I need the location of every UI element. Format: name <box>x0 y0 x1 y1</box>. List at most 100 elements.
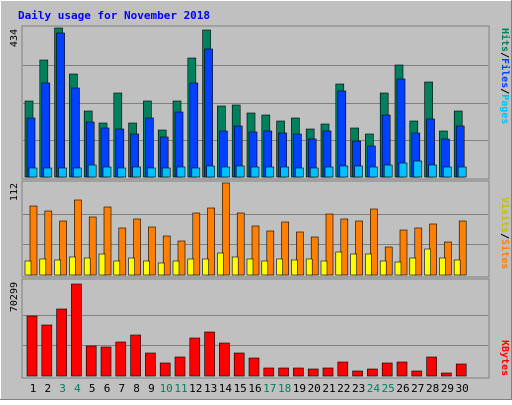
kbytes-bar <box>130 334 141 377</box>
x-tick-label: 16 <box>248 382 261 395</box>
pages-bar <box>28 167 38 178</box>
x-tick-label: 13 <box>204 382 217 395</box>
kbytes-bar <box>293 367 304 377</box>
pages-bar <box>87 164 97 178</box>
kbytes-bar <box>233 352 245 377</box>
visits-bar <box>439 257 446 276</box>
kbytes-bar <box>100 346 112 377</box>
pages-bar <box>147 167 156 178</box>
chart-title: Daily usage for November 2018 <box>18 9 210 22</box>
sites-bar <box>340 218 349 276</box>
x-tick-label: 21 <box>322 382 335 395</box>
x-tick-label: 22 <box>337 382 350 395</box>
sites-bar <box>281 221 289 276</box>
x-tick-label: 1 <box>30 382 37 395</box>
pages-bar <box>324 166 334 178</box>
sites-bar <box>103 206 112 276</box>
pages-bar <box>339 165 349 178</box>
sites-bar <box>296 231 304 276</box>
legend-sites: Sites <box>499 239 511 269</box>
visits-bar <box>453 259 461 276</box>
kbytes-bar <box>367 368 378 377</box>
pages-bar <box>309 167 319 178</box>
visits-bar <box>305 258 313 276</box>
legend-kbytes: KBytes <box>499 340 510 376</box>
x-tick-label: 6 <box>104 382 111 395</box>
visits-bar <box>291 259 298 276</box>
y-max-label-sites: 112 <box>9 183 20 201</box>
legend-sep: / <box>499 88 510 94</box>
kbytes-bar <box>278 367 289 377</box>
pages-bar <box>161 167 171 178</box>
x-tick-label: 27 <box>411 382 424 395</box>
sites-bar <box>148 226 156 276</box>
y-max-label-hits: 434 <box>9 29 20 47</box>
legend-files: Files <box>499 58 511 88</box>
pages-bar <box>176 166 186 178</box>
legend-sep: / <box>499 233 510 239</box>
pages-bar <box>265 166 275 178</box>
pages-bar <box>235 165 245 178</box>
visits-bar <box>261 260 269 276</box>
legend-pages: Pages <box>499 94 510 124</box>
x-tick-label: 19 <box>293 382 306 395</box>
kbytes-bar <box>115 341 127 377</box>
pages-bar <box>58 167 67 178</box>
visits-bar <box>157 262 165 276</box>
sites-bar <box>192 212 201 276</box>
visits-bar <box>409 257 417 276</box>
pages-bar <box>191 167 201 178</box>
kbytes-bar <box>189 337 201 377</box>
files-bar <box>204 48 213 178</box>
x-tick-label: 26 <box>396 382 409 395</box>
visits-bar <box>69 256 76 276</box>
sites-bar <box>370 208 378 276</box>
kbytes-bar <box>396 361 408 377</box>
sites-bar <box>266 230 275 276</box>
sites-bar <box>44 210 53 276</box>
visits-bar <box>246 258 254 276</box>
visits-bar <box>379 260 387 276</box>
pages-bar <box>369 166 378 178</box>
pages-bar <box>413 160 423 178</box>
visits-bar <box>113 260 121 276</box>
files-bar <box>337 90 347 178</box>
x-tick-label: 30 <box>456 382 469 395</box>
x-tick-label: 14 <box>219 382 233 395</box>
sites-bar <box>236 212 245 276</box>
legend-sites-visits: Visits/Sites <box>499 197 511 269</box>
sites-bar <box>162 235 171 276</box>
sites-bar <box>251 225 260 276</box>
visits-bar <box>172 260 180 276</box>
visits-bar <box>350 253 357 276</box>
visits-bar <box>128 257 135 276</box>
files-bar <box>71 87 80 178</box>
visits-bar <box>83 257 91 276</box>
x-tick-label: 9 <box>148 382 155 395</box>
kbytes-bar <box>159 362 171 377</box>
pages-bar <box>295 167 304 178</box>
sites-bar <box>177 240 186 276</box>
pages-bar <box>250 166 260 178</box>
sites-bar <box>355 220 363 276</box>
visits-bar <box>187 258 195 276</box>
legend-hits-files-pages: Hits/Files/Pages <box>499 28 511 124</box>
x-tick-label: 8 <box>133 382 140 395</box>
kbytes-bar <box>248 357 260 377</box>
pages-bar <box>280 166 289 178</box>
visits-bar <box>335 251 343 276</box>
files-bar <box>56 32 65 178</box>
kbytes-bar <box>263 367 275 377</box>
x-tick-label: 3 <box>59 382 66 395</box>
visits-bar <box>143 260 150 276</box>
legend-hits: Hits <box>499 28 511 52</box>
x-tick-label: 11 <box>174 382 187 395</box>
legend-sep: / <box>499 52 510 58</box>
sites-bar <box>414 227 423 276</box>
kbytes-bar <box>307 368 319 377</box>
kbytes-bar <box>26 315 38 377</box>
kbytes-bar <box>455 363 467 377</box>
pages-bar <box>443 166 452 178</box>
x-tick-label: 18 <box>278 382 291 395</box>
